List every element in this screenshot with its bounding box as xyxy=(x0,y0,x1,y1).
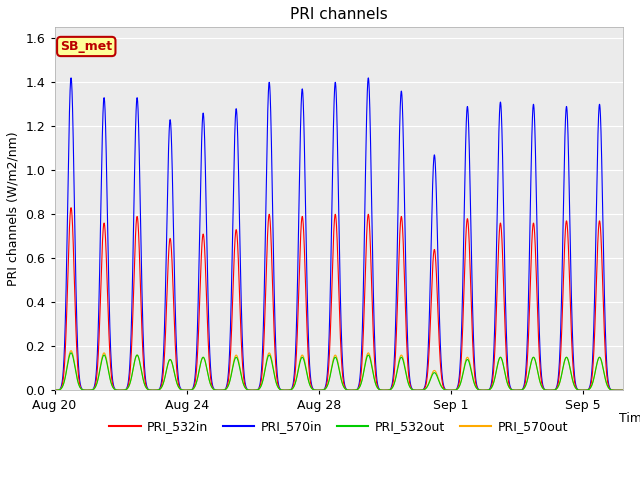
PRI_570out xyxy=(589,380,596,386)
PRI_570in xyxy=(619,387,627,393)
PRI_570in xyxy=(162,269,170,275)
PRI_532out xyxy=(589,380,596,386)
PRI_532in xyxy=(53,387,61,393)
PRI_570out xyxy=(67,348,75,354)
PRI_532out xyxy=(53,387,61,393)
Legend: PRI_532in, PRI_570in, PRI_532out, PRI_570out: PRI_532in, PRI_570in, PRI_532out, PRI_57… xyxy=(104,416,573,438)
PRI_570out xyxy=(619,387,627,393)
PRI_570out xyxy=(53,387,61,393)
Title: PRI channels: PRI channels xyxy=(290,7,387,22)
PRI_570in xyxy=(84,387,92,393)
PRI_532in xyxy=(619,387,627,393)
PRI_570out xyxy=(84,387,92,393)
Text: SB_met: SB_met xyxy=(60,40,113,53)
PRI_570out xyxy=(51,387,58,393)
PRI_532in xyxy=(74,369,82,374)
PRI_570in xyxy=(74,354,82,360)
X-axis label: Time: Time xyxy=(619,412,640,425)
PRI_570in xyxy=(53,387,61,393)
PRI_570in xyxy=(589,356,596,361)
PRI_532in xyxy=(51,387,58,393)
PRI_532in xyxy=(328,270,336,276)
PRI_570out xyxy=(162,370,170,375)
Line: PRI_570out: PRI_570out xyxy=(54,351,623,390)
PRI_532out xyxy=(51,387,58,393)
Line: PRI_532in: PRI_532in xyxy=(54,208,623,390)
Line: PRI_570in: PRI_570in xyxy=(54,78,623,390)
PRI_532in xyxy=(589,369,596,374)
PRI_532out xyxy=(328,362,336,368)
PRI_570out xyxy=(74,379,82,385)
PRI_570in xyxy=(328,185,336,191)
Line: PRI_532out: PRI_532out xyxy=(54,353,623,390)
PRI_532out xyxy=(619,387,627,393)
PRI_532out xyxy=(67,350,75,356)
PRI_532in xyxy=(84,387,92,393)
PRI_532out xyxy=(84,387,92,393)
PRI_532out xyxy=(162,370,170,375)
PRI_532in xyxy=(162,319,170,325)
PRI_532out xyxy=(74,380,82,385)
Y-axis label: PRI channels (W/m2/nm): PRI channels (W/m2/nm) xyxy=(7,132,20,286)
PRI_570in xyxy=(365,75,372,81)
PRI_570out xyxy=(328,361,336,367)
PRI_570in xyxy=(51,387,58,393)
PRI_532in xyxy=(67,205,75,211)
